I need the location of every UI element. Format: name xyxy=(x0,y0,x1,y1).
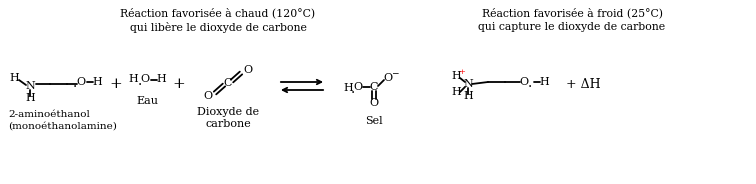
Text: N: N xyxy=(463,79,472,89)
Text: 2-aminoéthanol
(monoéthanolamine): 2-aminoéthanol (monoéthanolamine) xyxy=(8,110,117,130)
Text: H: H xyxy=(463,91,472,101)
Text: .: . xyxy=(528,76,532,90)
Text: Réaction favorisée à chaud (120°C)
qui libère le dioxyde de carbone: Réaction favorisée à chaud (120°C) qui l… xyxy=(120,8,315,33)
Text: O: O xyxy=(383,73,392,83)
Text: H: H xyxy=(539,77,549,87)
Text: O: O xyxy=(76,77,85,87)
Text: H: H xyxy=(343,83,353,93)
Text: Sel: Sel xyxy=(365,116,383,126)
Text: +: + xyxy=(110,77,122,91)
Text: H: H xyxy=(25,93,35,103)
Text: + ΔH: + ΔH xyxy=(566,77,600,91)
Text: −: − xyxy=(392,68,398,77)
Text: H: H xyxy=(92,77,102,87)
Text: Réaction favorisée à froid (25°C)
qui capture le dioxyde de carbone: Réaction favorisée à froid (25°C) qui ca… xyxy=(479,8,665,32)
Text: .: . xyxy=(351,82,355,96)
Text: .: . xyxy=(73,76,77,90)
Text: O: O xyxy=(370,98,379,108)
Text: O: O xyxy=(354,82,363,92)
Text: Eau: Eau xyxy=(136,96,158,106)
Text: +: + xyxy=(172,77,185,91)
Text: +: + xyxy=(459,68,466,76)
Text: C: C xyxy=(370,82,378,92)
Text: H: H xyxy=(156,74,166,84)
Text: O: O xyxy=(519,77,528,87)
Text: O: O xyxy=(141,74,150,84)
Text: N: N xyxy=(25,81,35,91)
Text: .: . xyxy=(138,74,142,88)
Text: H: H xyxy=(9,73,19,83)
Text: H: H xyxy=(451,71,461,81)
Text: Dioxyde de
carbone: Dioxyde de carbone xyxy=(197,107,259,129)
Text: O: O xyxy=(243,65,253,75)
Text: H: H xyxy=(451,87,461,97)
Text: C: C xyxy=(224,78,232,88)
Text: H: H xyxy=(128,74,138,84)
Text: O: O xyxy=(203,91,212,101)
